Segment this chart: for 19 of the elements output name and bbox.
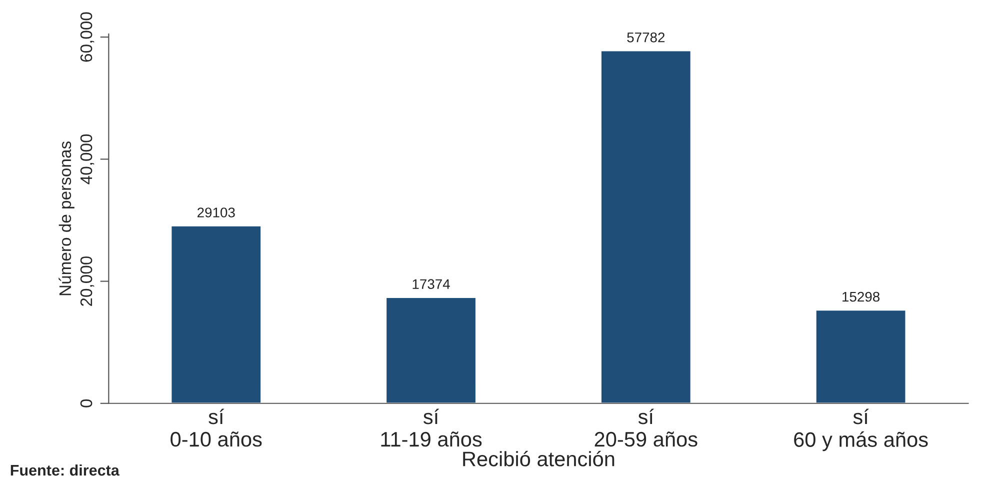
y-tick-label: 40,000 xyxy=(80,134,94,184)
x-tick-label: sí 20-59 años xyxy=(594,408,698,447)
bar xyxy=(600,50,692,404)
y-axis-title: Número de personas xyxy=(58,141,74,296)
y-tick-label: 0 xyxy=(80,399,92,408)
data-label: 57782 xyxy=(627,32,665,42)
x-tick-label: sí 11-19 años xyxy=(381,408,482,447)
data-label: 29103 xyxy=(198,208,235,218)
y-tick-label: 60,000 xyxy=(80,12,94,62)
data-label: 15298 xyxy=(842,292,880,302)
source-note: Fuente: directa xyxy=(10,464,120,476)
bar xyxy=(385,296,477,404)
y-tick-label: 20,000 xyxy=(80,256,94,306)
x-tick-label: sí 0-10 años xyxy=(170,408,262,447)
bar xyxy=(814,309,907,404)
x-tick-label: sí 60 y más años xyxy=(794,408,928,452)
x-axis-title: Recibió atención xyxy=(463,450,614,466)
bar xyxy=(170,225,262,404)
data-label: 17374 xyxy=(412,279,450,290)
